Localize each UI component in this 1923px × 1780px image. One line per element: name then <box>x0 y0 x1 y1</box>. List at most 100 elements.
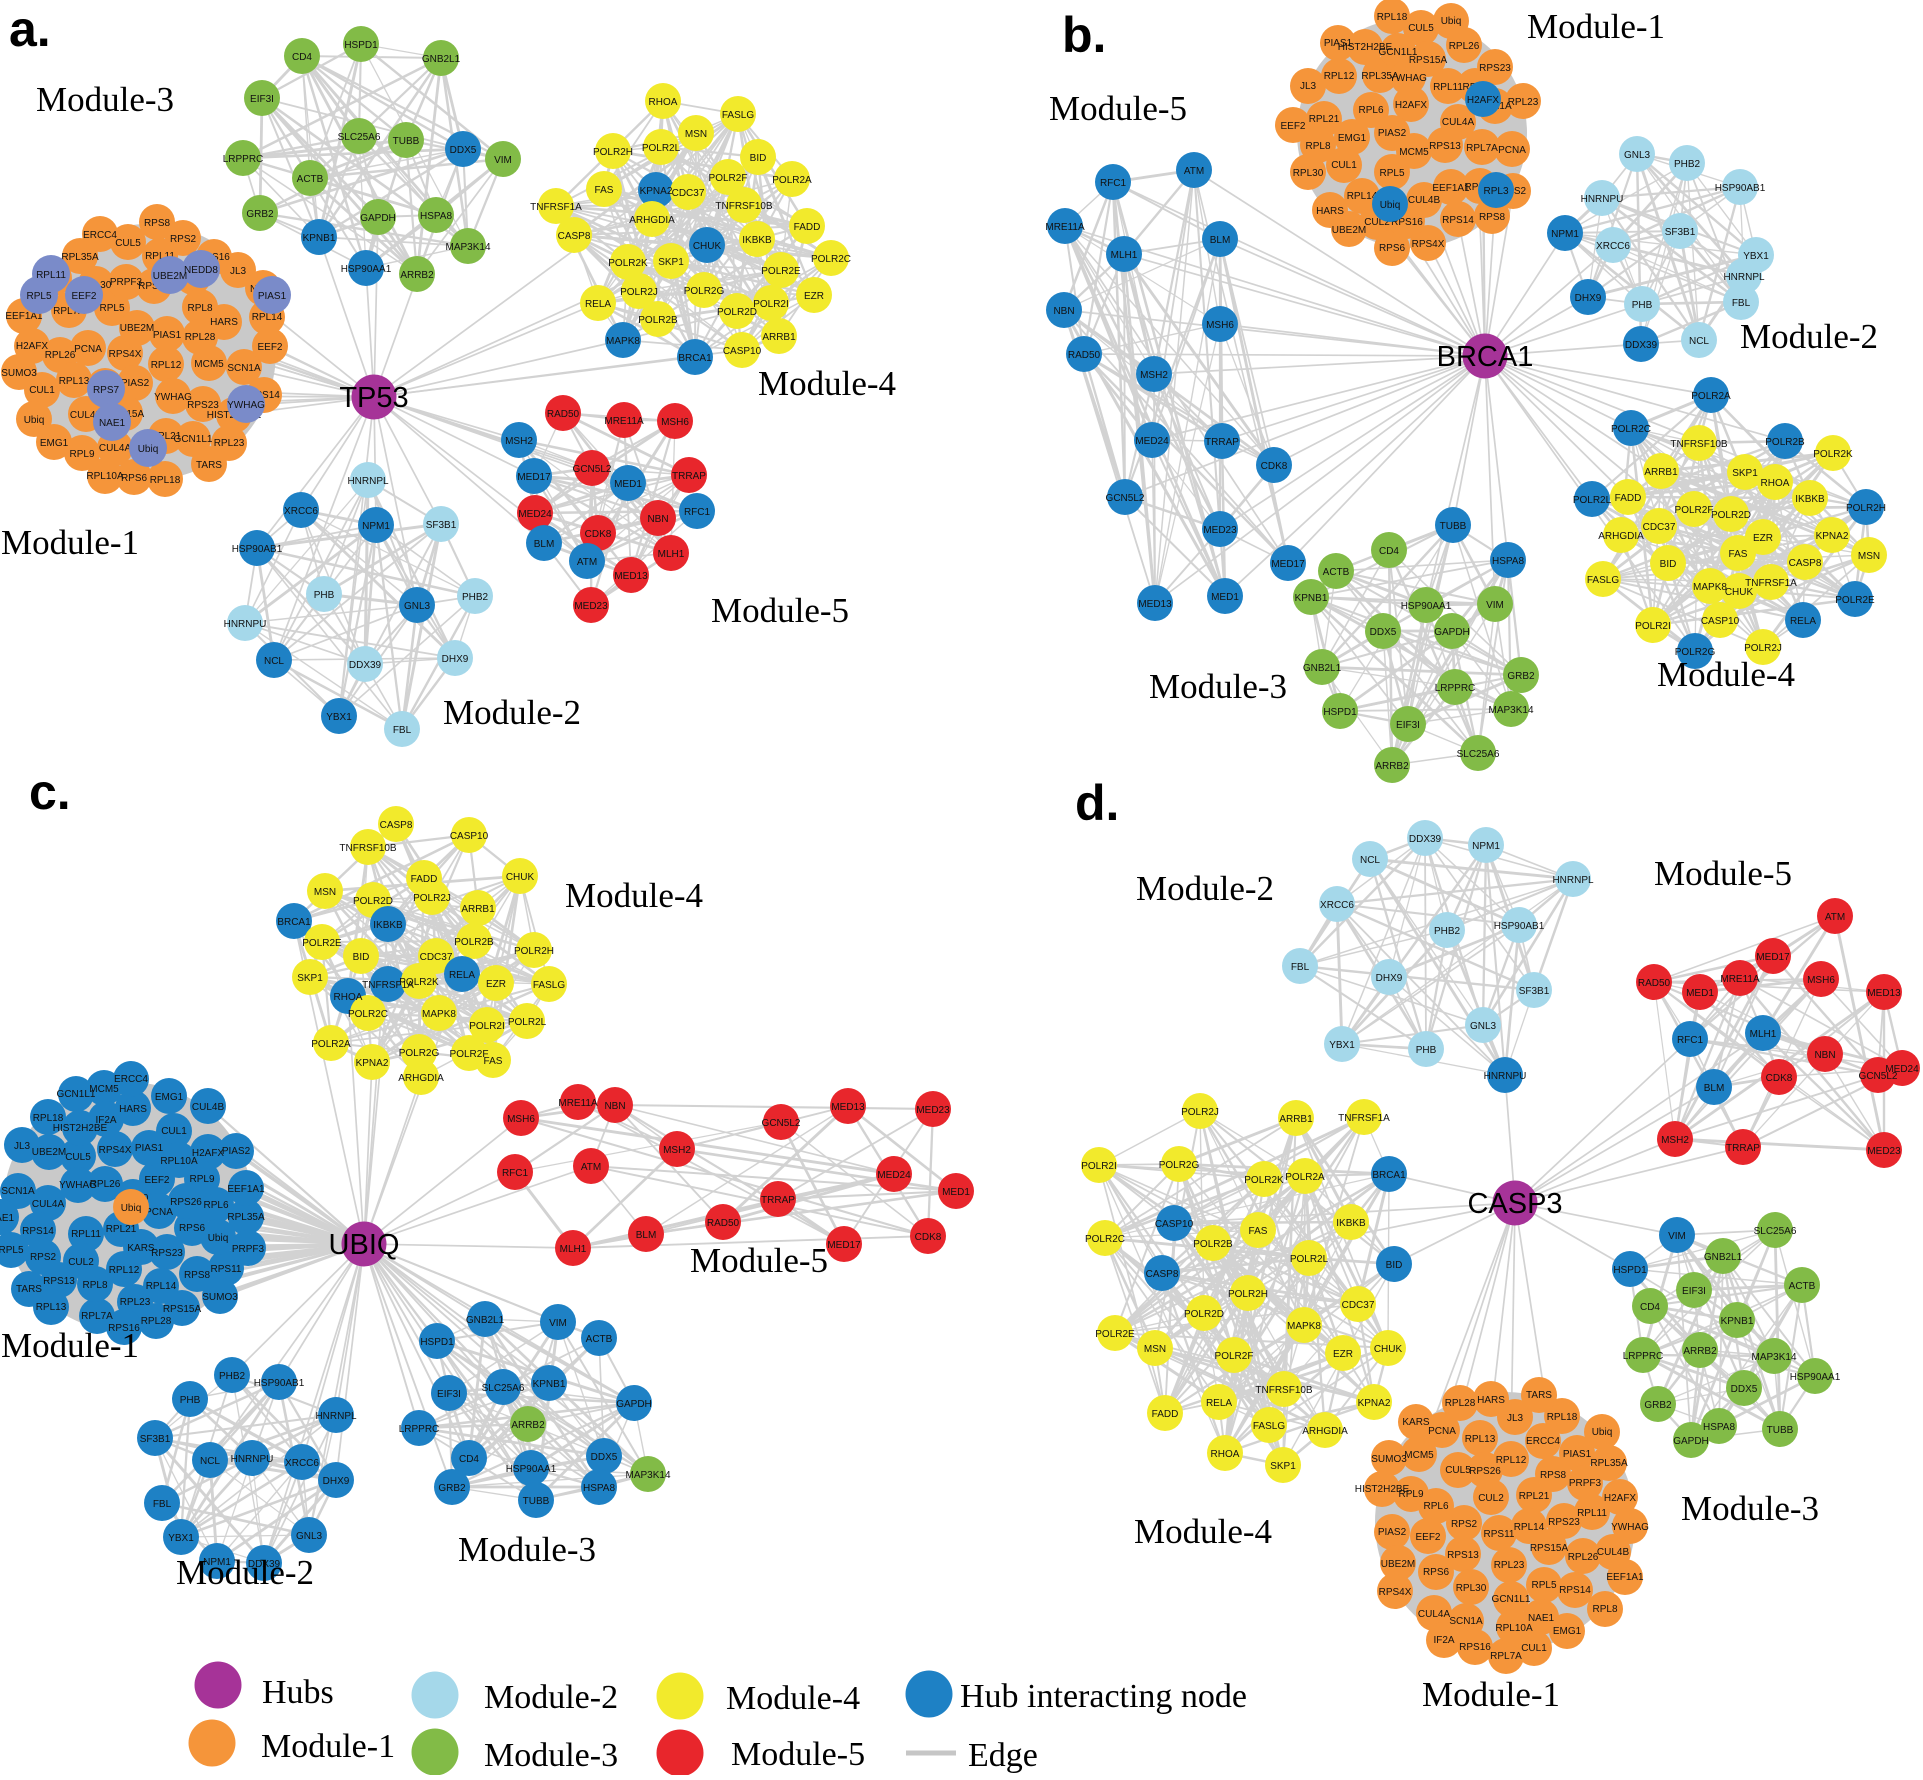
svg-text:RPL18: RPL18 <box>1377 12 1408 23</box>
svg-text:EZR: EZR <box>486 979 506 990</box>
svg-text:UBE2M: UBE2M <box>1381 1559 1415 1570</box>
svg-text:RPL6: RPL6 <box>1358 105 1383 116</box>
svg-text:SCN1A: SCN1A <box>227 363 261 374</box>
svg-text:RPS13: RPS13 <box>1429 141 1461 152</box>
svg-text:HNRNPL: HNRNPL <box>347 476 389 487</box>
svg-text:BID: BID <box>1660 559 1677 570</box>
svg-text:PIAS1: PIAS1 <box>258 291 287 302</box>
svg-text:CASP8: CASP8 <box>1789 558 1822 569</box>
svg-text:EEF2: EEF2 <box>257 342 282 353</box>
svg-text:JL3: JL3 <box>1507 1413 1524 1424</box>
svg-text:EEF1A1: EEF1A1 <box>5 311 43 322</box>
svg-text:BID: BID <box>750 153 767 164</box>
svg-text:RPL35A: RPL35A <box>227 1212 265 1223</box>
svg-text:MLH1: MLH1 <box>560 1244 587 1255</box>
svg-text:RPS11: RPS11 <box>1484 1529 1515 1540</box>
svg-text:IKBKB: IKBKB <box>373 920 403 931</box>
svg-text:RPL5: RPL5 <box>1531 1580 1556 1591</box>
svg-text:Ubiq: Ubiq <box>121 1203 142 1214</box>
svg-text:POLR2A: POLR2A <box>311 1039 351 1050</box>
svg-text:ERCC4: ERCC4 <box>114 1074 148 1085</box>
svg-text:RPS11: RPS11 <box>211 1264 242 1275</box>
svg-text:MSH2: MSH2 <box>505 436 533 447</box>
svg-text:RPL8: RPL8 <box>187 303 212 314</box>
svg-text:FADD: FADD <box>794 222 821 233</box>
svg-text:EZR: EZR <box>1333 1349 1353 1360</box>
svg-text:POLR2E: POLR2E <box>1095 1329 1135 1340</box>
svg-text:POLR2B: POLR2B <box>638 315 678 326</box>
svg-text:CUL5: CUL5 <box>65 1152 91 1163</box>
svg-text:HNRNPU: HNRNPU <box>1581 194 1624 205</box>
svg-text:PIAS2: PIAS2 <box>222 1146 251 1157</box>
svg-text:EIF3I: EIF3I <box>250 94 274 105</box>
svg-text:RPL12: RPL12 <box>109 1265 140 1276</box>
svg-text:EIF3I: EIF3I <box>1396 720 1420 731</box>
svg-text:MSH2: MSH2 <box>663 1145 691 1156</box>
svg-text:MLH1: MLH1 <box>1111 250 1138 261</box>
svg-text:JL3: JL3 <box>1300 81 1317 92</box>
svg-text:POLR2L: POLR2L <box>1573 495 1612 506</box>
svg-text:Module-3: Module-3 <box>484 1737 618 1774</box>
svg-text:FAS: FAS <box>1249 1226 1268 1237</box>
svg-text:FBL: FBL <box>1291 962 1310 973</box>
svg-text:RPL21: RPL21 <box>1309 114 1340 125</box>
svg-text:Module-4: Module-4 <box>565 876 703 915</box>
svg-text:NPM1: NPM1 <box>203 1557 231 1568</box>
svg-text:MRE11A: MRE11A <box>604 416 644 427</box>
svg-text:DDX5: DDX5 <box>591 1452 618 1463</box>
svg-text:ATM: ATM <box>1184 166 1204 177</box>
svg-text:Hubs: Hubs <box>262 1674 334 1711</box>
svg-text:RELA: RELA <box>1790 616 1816 627</box>
svg-text:XRCC6: XRCC6 <box>285 1458 319 1469</box>
svg-text:BID: BID <box>353 952 370 963</box>
svg-text:PHB: PHB <box>1632 300 1653 311</box>
svg-text:CHUK: CHUK <box>693 241 722 252</box>
svg-text:PIAS2: PIAS2 <box>1378 1527 1407 1538</box>
svg-text:ARHGDIA: ARHGDIA <box>1302 1426 1348 1437</box>
svg-text:HSP90AB1: HSP90AB1 <box>1494 921 1545 932</box>
svg-text:HSPA8: HSPA8 <box>1492 556 1524 567</box>
svg-text:Ubiq: Ubiq <box>138 444 159 455</box>
svg-text:GAPDH: GAPDH <box>1673 1436 1709 1447</box>
svg-text:POLR2L: POLR2L <box>642 143 681 154</box>
svg-text:RPL12: RPL12 <box>1324 71 1355 82</box>
svg-text:RPL23: RPL23 <box>120 1297 151 1308</box>
svg-text:Module-2: Module-2 <box>1740 317 1878 356</box>
svg-text:RPL30: RPL30 <box>1456 1583 1487 1594</box>
svg-text:RPS14: RPS14 <box>1442 215 1474 226</box>
svg-text:Module-3: Module-3 <box>1149 667 1287 706</box>
svg-text:HIST2H2BE: HIST2H2BE <box>1338 42 1393 53</box>
svg-text:FASLG: FASLG <box>1587 575 1619 586</box>
svg-text:BLM: BLM <box>1210 235 1231 246</box>
svg-text:POLR2D: POLR2D <box>353 896 393 907</box>
svg-text:POLR2C: POLR2C <box>348 1009 388 1020</box>
svg-text:NAE1: NAE1 <box>1528 1613 1555 1624</box>
svg-text:BRCA1: BRCA1 <box>678 353 712 364</box>
svg-text:VIM: VIM <box>494 155 512 166</box>
svg-text:RPS4X: RPS4X <box>1379 1587 1412 1598</box>
svg-text:ERCC4: ERCC4 <box>83 230 117 241</box>
svg-text:SF3B1: SF3B1 <box>426 520 457 531</box>
svg-text:POLR2C: POLR2C <box>811 254 851 265</box>
svg-text:CDK8: CDK8 <box>1766 1073 1793 1084</box>
svg-text:Module-2: Module-2 <box>1136 869 1274 908</box>
svg-text:EEF2: EEF2 <box>71 291 96 302</box>
svg-text:TNFRSF1A: TNFRSF1A <box>530 202 582 213</box>
svg-text:HNRNPU: HNRNPU <box>224 619 267 630</box>
svg-text:DHX9: DHX9 <box>1575 293 1602 304</box>
svg-text:MED23: MED23 <box>1203 525 1237 536</box>
svg-text:RPL5: RPL5 <box>99 303 124 314</box>
svg-text:POLR2L: POLR2L <box>508 1017 547 1028</box>
svg-text:PIAS1: PIAS1 <box>1324 38 1353 49</box>
svg-text:CDK8: CDK8 <box>585 529 612 540</box>
svg-text:MSH6: MSH6 <box>661 417 689 428</box>
svg-text:RPL11: RPL11 <box>71 1229 101 1240</box>
svg-text:NPM1: NPM1 <box>362 521 390 532</box>
svg-text:MSH2: MSH2 <box>1140 370 1168 381</box>
svg-text:MED23: MED23 <box>916 1105 950 1116</box>
svg-text:CASP10: CASP10 <box>1155 1219 1194 1230</box>
svg-text:MED17: MED17 <box>827 1240 861 1251</box>
svg-text:MSH6: MSH6 <box>1807 975 1835 986</box>
svg-text:RPS16: RPS16 <box>1459 1642 1491 1653</box>
svg-text:ARHGDIA: ARHGDIA <box>629 215 675 226</box>
